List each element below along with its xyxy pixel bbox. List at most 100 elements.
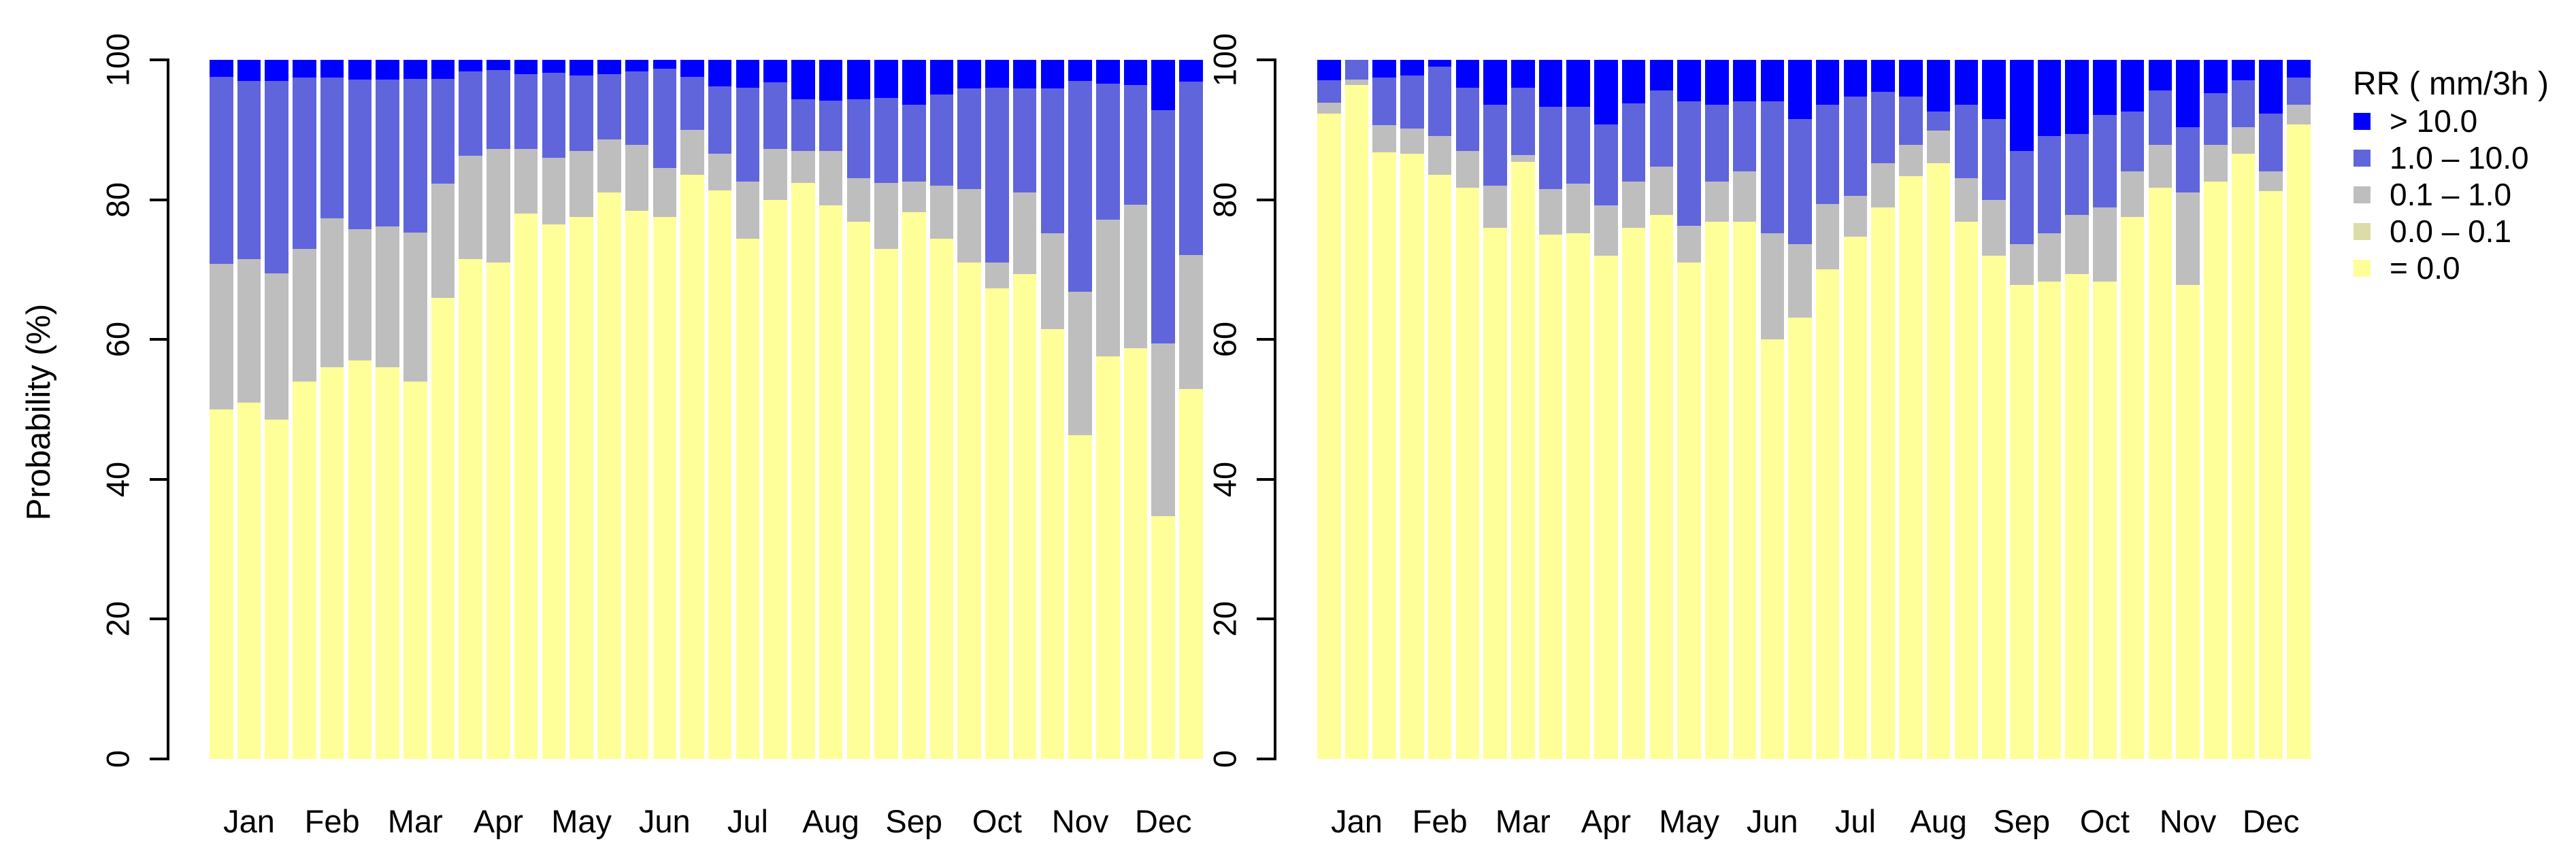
segment-gt10: [1317, 60, 1341, 80]
segment-r01_1: [542, 157, 566, 224]
segment-eq0: [265, 420, 288, 759]
segment-eq0: [1040, 328, 1065, 759]
segment-gt10: [1538, 60, 1563, 107]
segment-gt10: [1427, 60, 1452, 67]
segment-gt10: [1096, 60, 1120, 84]
segment-gt10: [1899, 60, 1923, 97]
segment-gt10: [957, 60, 981, 89]
segment-gt10: [320, 60, 344, 78]
segment-r1_10: [819, 100, 843, 151]
segment-r1_10: [2259, 114, 2283, 172]
segment-eq0: [985, 288, 1009, 759]
bar-left-Nov-3: [1096, 60, 1120, 759]
segment-gt10: [1621, 60, 1646, 103]
segment-eq0: [237, 402, 261, 759]
segment-gt10: [293, 60, 316, 78]
segment-eq0: [736, 239, 760, 759]
bar-right-Jan-2: [1344, 60, 1369, 759]
bar-right-Feb-1: [1400, 60, 1424, 759]
bar-right-May-3: [1705, 60, 1729, 759]
segment-r1_10: [1677, 101, 1701, 226]
legend-swatch: [2354, 222, 2371, 240]
bar-right-Apr-1: [1566, 60, 1590, 759]
segment-r1_10: [957, 88, 981, 190]
segment-r01_1: [1040, 233, 1065, 329]
segment-eq0: [1815, 269, 1840, 759]
bar-left-Oct-1: [957, 60, 981, 759]
segment-r01_1: [1677, 225, 1701, 263]
segment-r1_10: [1012, 88, 1037, 193]
segment-r1_10: [2148, 90, 2173, 146]
bar-left-Jan-2: [237, 60, 261, 759]
segment-eq0: [514, 214, 538, 759]
segment-gt10: [985, 60, 1009, 88]
segment-eq0: [763, 199, 787, 759]
x-axis-month-label: Jun: [1746, 803, 1798, 839]
bar-left-Feb-3: [348, 60, 372, 759]
segment-r1_10: [2010, 150, 2034, 245]
legend-item: 1.0 – 10.0: [2342, 139, 2549, 176]
segment-r1_10: [1123, 85, 1148, 205]
segment-r1_10: [763, 82, 787, 149]
bar-left-Nov-1: [1040, 60, 1065, 759]
bar-left-May-3: [597, 60, 621, 759]
segment-gt10: [1788, 60, 1812, 120]
segment-r01_1: [1871, 163, 1895, 207]
segment-eq0: [1954, 222, 1979, 759]
segment-eq0: [874, 248, 898, 759]
segment-gt10: [1511, 60, 1535, 88]
segment-gt10: [1705, 60, 1729, 105]
segment-gt10: [1012, 60, 1037, 89]
bar-right-Jun-3: [1788, 60, 1812, 759]
bar-left-Nov-2: [1068, 60, 1092, 759]
y-axis-line: [1274, 58, 1276, 760]
segment-r1_10: [736, 88, 760, 182]
segment-eq0: [708, 190, 732, 759]
segment-gt10: [846, 60, 871, 99]
segment-r1_10: [1871, 92, 1895, 164]
segment-gt10: [348, 60, 372, 80]
segment-r01_1: [2231, 126, 2256, 154]
segment-gt10: [680, 60, 704, 77]
segment-eq0: [459, 258, 482, 759]
segment-gt10: [1455, 60, 1480, 88]
legend-swatch: [2354, 186, 2371, 203]
segment-r1_10: [1760, 101, 1785, 233]
segment-r1_10: [1732, 101, 1757, 172]
x-axis-month-label: Oct: [2079, 803, 2130, 839]
bar-right-Sep-3: [2037, 60, 2062, 759]
x-axis-month-label: Dec: [1134, 803, 1192, 839]
segment-r1_10: [1317, 80, 1341, 103]
segment-r01_1: [1427, 136, 1452, 175]
y-axis-tick: [150, 617, 167, 621]
segment-eq0: [2204, 181, 2228, 759]
segment-eq0: [210, 409, 233, 759]
segment-eq0: [2287, 124, 2311, 759]
segment-gt10: [265, 60, 288, 81]
x-axis-month-label: Feb: [304, 803, 360, 839]
segment-eq0: [2010, 284, 2034, 759]
segment-r1_10: [1649, 90, 1674, 167]
segment-r01_1: [874, 182, 898, 249]
x-axis-month-label: Aug: [1910, 803, 1967, 839]
segment-gt10: [1926, 60, 1951, 112]
segment-eq0: [348, 360, 372, 759]
bar-right-Mar-2: [1511, 60, 1535, 759]
bar-left-Jun-1: [625, 60, 649, 759]
segment-r1_10: [874, 97, 898, 183]
bar-right-Jul-1: [1815, 60, 1840, 759]
segment-r01_1: [1705, 181, 1729, 222]
segment-eq0: [1483, 227, 1507, 759]
segment-r01_1: [210, 264, 233, 409]
segment-eq0: [1427, 174, 1452, 759]
segment-r01_1: [348, 229, 372, 361]
segment-r1_10: [625, 71, 649, 146]
segment-r1_10: [1344, 60, 1369, 80]
bar-left-Dec-1: [1123, 60, 1148, 759]
segment-r01_1: [736, 181, 760, 239]
segment-eq0: [542, 224, 566, 759]
segment-r01_1: [2204, 145, 2228, 182]
segment-r01_1: [1594, 205, 1618, 256]
bar-right-Dec-3: [2287, 60, 2311, 759]
segment-r1_10: [542, 72, 566, 158]
